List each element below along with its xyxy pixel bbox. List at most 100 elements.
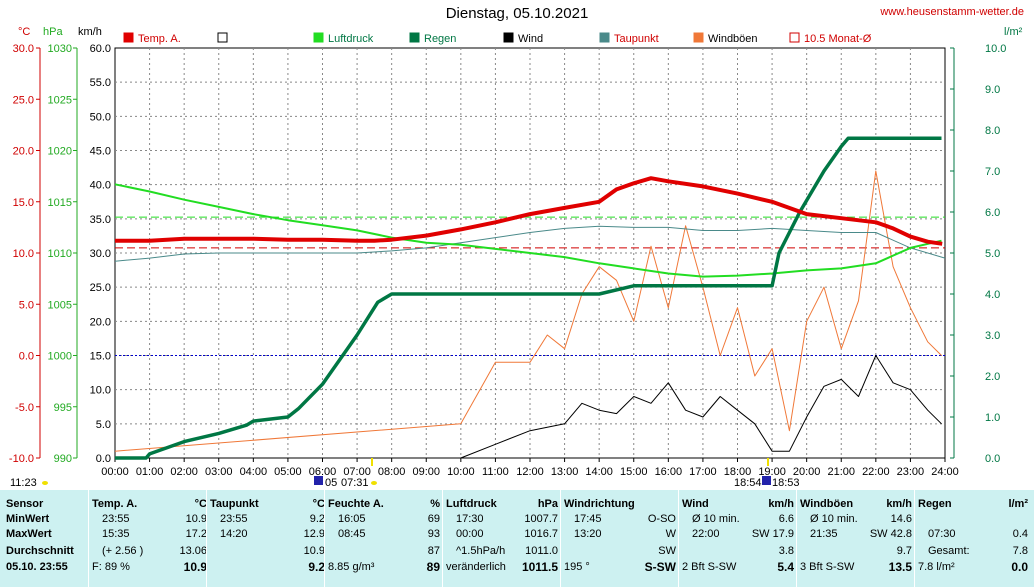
cell-windboeen-label: 3 Bft S-SW: [800, 561, 855, 573]
kmh-tick: 35.0: [90, 214, 111, 226]
unit-temp: °C: [18, 26, 30, 38]
cell-windboeen-label: 21:35: [810, 528, 838, 540]
cell-temp-label: 23:55: [102, 513, 130, 525]
column-separator: [324, 490, 325, 587]
legend-label: Luftdruck: [328, 33, 374, 45]
cell-feuchte-label: 16:05: [338, 513, 366, 525]
kmh-tick: 5.0: [96, 419, 111, 431]
chart-legend: Temp. A. Luftdruck Regen Wind Taupunkt Windbö…: [123, 32, 872, 45]
col-header-temp: Temp. A.: [92, 498, 138, 510]
cell-windrichtung-label: 17:45: [574, 513, 602, 525]
column-separator: [796, 490, 797, 587]
row-label: Durchschnitt: [6, 545, 74, 557]
col-unit-temp: °C: [194, 498, 207, 510]
col-header-regen: Regen: [918, 498, 952, 510]
hpa-tick: 1020: [48, 146, 72, 158]
cell-windboeen-label: Ø 10 min.: [810, 513, 858, 525]
cell-regen-label: 07:30: [928, 528, 956, 540]
hpa-tick: 1015: [48, 197, 72, 209]
temp-tick: 5.0: [19, 299, 34, 311]
sun-icon: [42, 481, 48, 485]
row-label: Sensor: [6, 498, 44, 510]
legend-swatch: [693, 32, 704, 43]
column-separator: [88, 490, 89, 587]
x-tick: 24:00: [931, 466, 959, 478]
col-unit-windboeen: km/h: [886, 498, 912, 510]
cell-taupunkt-label: 14:20: [220, 528, 248, 540]
x-tick: 02:00: [170, 466, 198, 478]
cell-windrichtung-value: O-SO: [647, 513, 676, 525]
x-tick: 07:00: [343, 466, 371, 478]
cell-wind-label: 2 Bft S-SW: [682, 561, 737, 573]
cell-taupunkt-value: 9.2: [309, 513, 325, 525]
legend-swatch: [503, 32, 514, 43]
cell-windrichtung-value: SW: [658, 545, 676, 557]
cell-temp-value: 10.9: [183, 560, 207, 574]
cell-regen-label: 7.8 l/m²: [918, 561, 955, 573]
cell-wind-value: SW 17.9: [751, 528, 794, 540]
unit-kmh: km/h: [78, 26, 102, 38]
row-label: MinWert: [6, 513, 50, 525]
cell-windrichtung-value: S-SW: [644, 560, 676, 574]
moonrise-time: 11:23: [10, 477, 37, 489]
cell-temp-value: 13.06: [179, 545, 207, 557]
column-separator: [442, 490, 443, 587]
x-tick: 09:00: [412, 466, 440, 478]
col-unit-wind: km/h: [768, 498, 794, 510]
rain-tick: 8.0: [985, 125, 1000, 137]
cell-luftdruck-value: 1011.5: [521, 560, 558, 574]
col-header-wind: Wind: [682, 498, 709, 510]
cell-regen-value: 0.0: [1011, 560, 1028, 574]
legend-label: 10.5 Monat-Ø: [804, 33, 872, 45]
y-axis-labels: °C hPa km/h l/m² 30.0 1030 25.0 1025 20.0 1020 15.…: [9, 26, 1023, 465]
column-separator: [560, 490, 561, 587]
weather-chart: °C hPa km/h l/m² 30.0 1030 25.0 1025 20.0 1020 15.…: [9, 26, 1023, 489]
col-unit-feuchte: %: [430, 498, 440, 510]
x-tick: 04:00: [240, 466, 268, 478]
site-url[interactable]: www.heusenstamm-wetter.de: [880, 6, 1024, 18]
sun-moon-markers: 11:23 05 07:31 18:54 18:53: [10, 458, 800, 489]
hpa-tick: 990: [54, 453, 72, 465]
cell-taupunkt-label: 23:55: [220, 513, 248, 525]
cell-taupunkt-value: 10.9: [303, 545, 325, 557]
x-tick: 05:00: [274, 466, 302, 478]
x-tick: 20:00: [793, 466, 821, 478]
legend-label: Windböen: [708, 33, 758, 45]
cell-windrichtung-value: W: [665, 528, 676, 540]
legend-swatch: [409, 32, 420, 43]
series-luftdruck: [114, 183, 942, 278]
cell-wind-value: 6.6: [778, 513, 794, 525]
x-tick: 11:00: [482, 466, 509, 478]
kmh-tick: 15.0: [90, 351, 111, 363]
col-header-taupunkt: Taupunkt: [210, 498, 259, 510]
x-tick: 12:00: [516, 466, 544, 478]
kmh-tick: 40.0: [90, 180, 111, 192]
series-wind: [115, 355, 942, 459]
hpa-tick: 1025: [48, 94, 72, 106]
hpa-tick: 1005: [48, 299, 72, 311]
legend-swatch: [789, 32, 800, 43]
kmh-tick: 25.0: [90, 282, 111, 294]
cell-temp-label: (+ 2.56 ): [102, 545, 144, 557]
cell-regen-label: Gesamt:: [928, 545, 970, 557]
temp-tick: -5.0: [15, 402, 34, 414]
cell-windrichtung-label: 13:20: [574, 528, 602, 540]
col-header-windrichtung: Windrichtung: [564, 498, 635, 510]
cell-windboeen-value: 14.6: [890, 513, 912, 525]
chart-title: Dienstag, 05.10.2021: [445, 5, 589, 22]
x-tick: 16:00: [655, 466, 683, 478]
rain-tick: 6.0: [985, 207, 1000, 219]
kmh-tick: 0.0: [96, 453, 111, 465]
x-tick: 17:00: [689, 466, 717, 478]
temp-tick: 15.0: [13, 197, 34, 209]
hpa-tick: 1010: [48, 248, 72, 260]
temp-tick: 0.0: [19, 351, 34, 363]
sunrise-time: 07:31: [341, 477, 369, 489]
chart-series: [114, 136, 946, 460]
cell-temp-label: 15:35: [102, 528, 130, 540]
cell-wind-label: Ø 10 min.: [692, 513, 740, 525]
moon-label: 05: [325, 477, 337, 489]
rain-tick: 0.0: [985, 453, 1000, 465]
cell-temp-label: F: 89 %: [92, 561, 130, 573]
row-label: 05.10. 23:55: [6, 561, 68, 573]
